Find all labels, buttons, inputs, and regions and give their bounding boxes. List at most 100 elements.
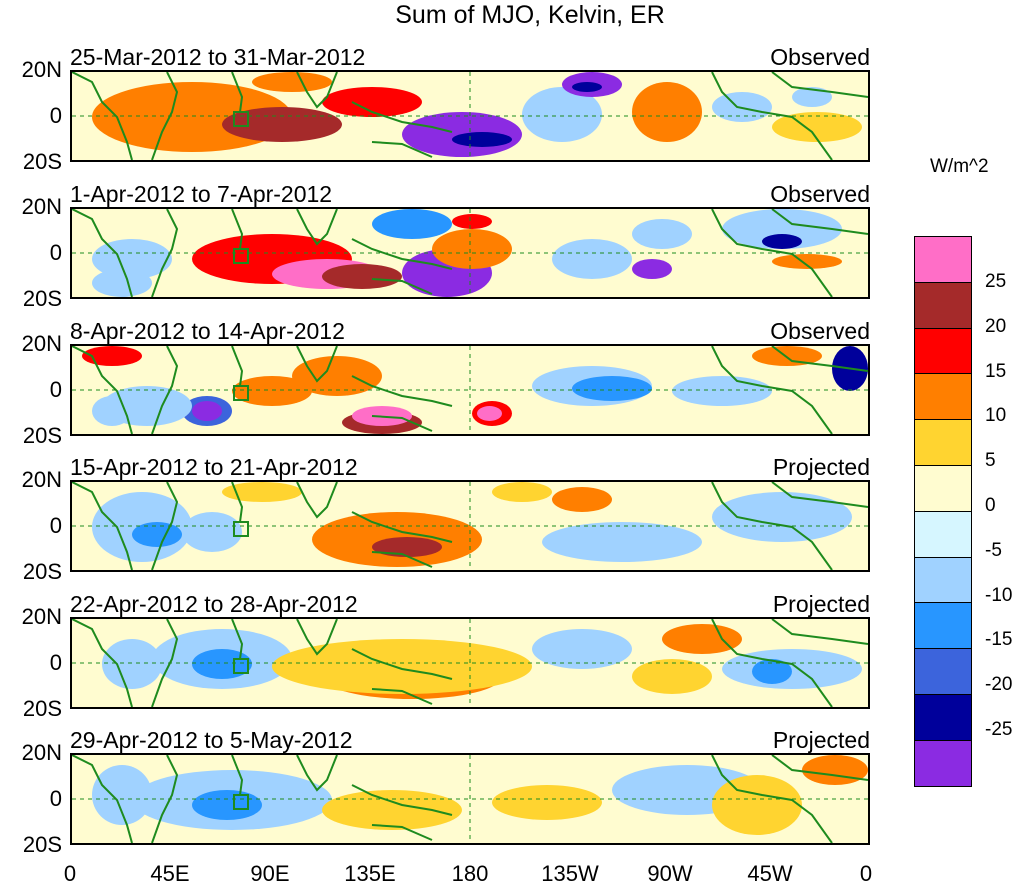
coastline: [711, 209, 833, 297]
anomaly-contour: [632, 659, 712, 694]
coastline: [711, 482, 833, 570]
coastline: [151, 346, 179, 434]
panel-2: 1-Apr-2012 to 7-Apr-2012 Observed 20N 0 …: [0, 181, 880, 310]
lat-label-20s: 20S: [22, 696, 62, 721]
coastline: [771, 482, 868, 508]
anomaly-contour: [322, 87, 422, 117]
coastline: [351, 375, 453, 407]
panel-5: 22-Apr-2012 to 28-Apr-2012 Projected 20N…: [0, 591, 880, 720]
anomaly-contour: [452, 214, 492, 229]
coastline: [371, 415, 433, 432]
map-field: [70, 70, 870, 162]
panel-3: 8-Apr-2012 to 14-Apr-2012 Observed 20N 0…: [0, 318, 880, 447]
anomaly-contour: [477, 406, 502, 421]
coastline: [771, 755, 868, 781]
lat-label-20s: 20S: [22, 559, 62, 584]
coastline: [711, 346, 833, 434]
anomaly-contour: [522, 87, 602, 142]
coastline: [231, 209, 244, 250]
anomaly-contour: [802, 755, 868, 785]
anomaly-contour: [452, 132, 512, 147]
figure-title: Sum of MJO, Kelvin, ER: [395, 1, 665, 29]
map-field: [70, 753, 870, 845]
anomaly-contour: [572, 82, 602, 92]
coastline: [351, 238, 453, 270]
coastline: [151, 619, 179, 707]
panel-status: Projected: [772, 727, 870, 753]
coastline: [296, 482, 338, 519]
coastline: [151, 482, 179, 570]
anomaly-contour: [272, 639, 532, 694]
coastline: [771, 346, 868, 372]
legend-swatch: [914, 374, 972, 421]
legend-label: 5: [985, 450, 996, 471]
coastline: [72, 346, 133, 434]
coastline: [711, 72, 833, 160]
legend-label: -10: [985, 585, 1013, 606]
coastline: [231, 72, 244, 113]
anomaly-contour: [322, 790, 462, 830]
lat-label-20s: 20S: [22, 286, 62, 311]
panel-period: 8-Apr-2012 to 14-Apr-2012: [70, 318, 345, 344]
coastline: [151, 209, 179, 297]
region-box: [233, 521, 249, 537]
legend-label: 20: [985, 316, 1007, 337]
anomaly-contour: [722, 209, 842, 249]
anomaly-contour: [192, 649, 252, 679]
coastline: [296, 619, 338, 656]
anomaly-contour: [322, 264, 402, 289]
region-box: [233, 385, 249, 401]
anomaly-contour: [532, 629, 632, 669]
anomaly-contour: [492, 785, 602, 820]
lat-label-eq: 0: [49, 650, 62, 675]
legend-swatch: [914, 603, 972, 650]
lon-label: 0: [859, 861, 873, 886]
lat-label-20n: 20N: [21, 331, 62, 356]
coastline: [371, 278, 433, 295]
anomaly-contour: [662, 624, 742, 654]
lat-label-20n: 20N: [21, 194, 62, 219]
anomaly-contour: [252, 72, 332, 92]
anomaly-contour: [772, 254, 842, 269]
anomaly-contour: [632, 219, 692, 249]
coastline: [72, 755, 133, 843]
lat-label-20n: 20N: [21, 57, 62, 82]
coastline: [296, 72, 338, 109]
legend-swatch: [914, 649, 972, 695]
lon-label: 135E: [344, 861, 396, 886]
legend-swatch: [914, 282, 972, 329]
panel-status: Projected: [772, 454, 870, 480]
legend-swatch: [914, 694, 972, 741]
legend-swatch: [914, 328, 972, 375]
coastline: [231, 482, 244, 523]
lon-label: 45E: [150, 861, 190, 886]
anomaly-contour: [192, 790, 262, 820]
anomaly-contour: [552, 239, 632, 279]
legend-swatch: [914, 465, 972, 512]
panel-period: 22-Apr-2012 to 28-Apr-2012: [70, 591, 358, 617]
lon-label: 90E: [250, 861, 290, 886]
anomaly-contour: [572, 376, 652, 401]
lat-label-eq: 0: [49, 377, 62, 402]
lon-label: 135W: [541, 861, 599, 886]
anomaly-contour: [192, 401, 222, 421]
coastline: [371, 141, 433, 158]
color-legend: [914, 236, 972, 787]
map-field: [70, 617, 870, 709]
coastline: [371, 551, 433, 568]
legend-label: -5: [985, 540, 1002, 561]
anomaly-contour: [372, 209, 452, 239]
anomaly-contour: [182, 512, 242, 552]
panel-period: 29-Apr-2012 to 5-May-2012: [70, 727, 353, 753]
lat-label-eq: 0: [49, 513, 62, 538]
anomaly-contour: [292, 356, 382, 396]
legend-units: W/m^2: [930, 156, 989, 177]
lon-label: 90W: [647, 861, 693, 886]
panel-period: 1-Apr-2012 to 7-Apr-2012: [70, 181, 333, 207]
coastline: [151, 72, 179, 160]
anomaly-contour: [92, 269, 152, 297]
legend-label: 25: [985, 271, 1007, 292]
lat-label-20n: 20N: [21, 604, 62, 629]
coastline: [296, 755, 338, 792]
anomaly-contour: [372, 537, 442, 557]
